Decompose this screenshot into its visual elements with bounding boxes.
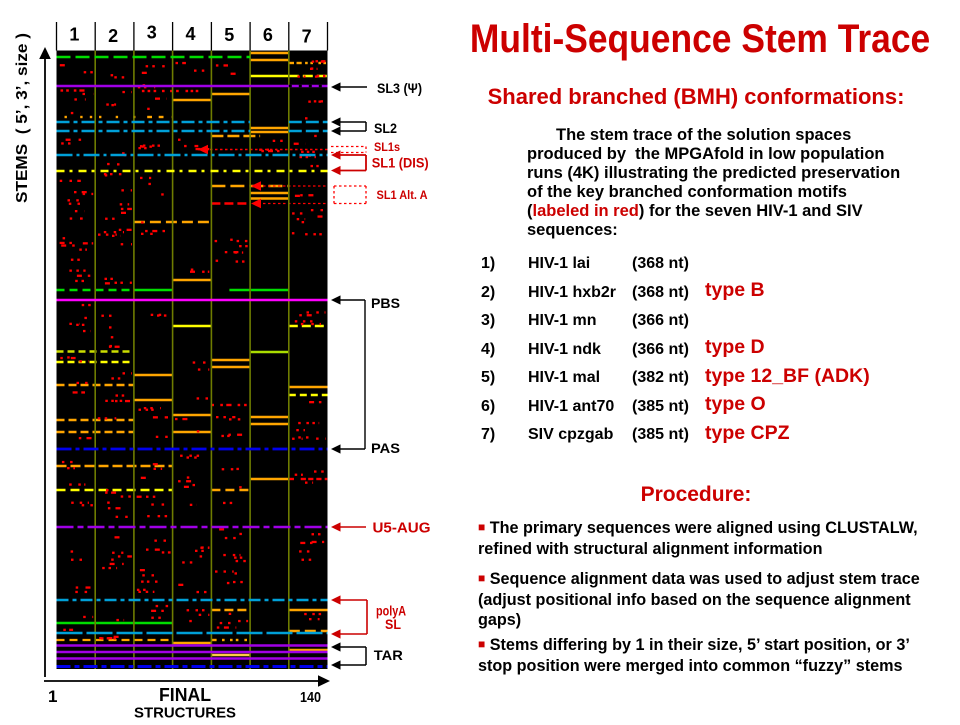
svg-text:2: 2 bbox=[108, 26, 118, 46]
svg-text:STEMS ( 5’, 3’, size ): STEMS ( 5’, 3’, size ) bbox=[14, 33, 31, 203]
svg-text:TAR: TAR bbox=[374, 647, 403, 663]
svg-text:STRUCTURES: STRUCTURES bbox=[134, 705, 236, 721]
svg-text:140: 140 bbox=[300, 689, 321, 706]
svg-text:PAS: PAS bbox=[371, 440, 400, 456]
svg-text:SL: SL bbox=[385, 617, 401, 632]
svg-text:FINAL: FINAL bbox=[159, 685, 211, 705]
svg-text:PBS: PBS bbox=[371, 295, 400, 311]
svg-text:1: 1 bbox=[69, 24, 79, 44]
svg-text:SL1 Alt. A: SL1 Alt. A bbox=[377, 188, 428, 202]
svg-text:SL1s: SL1s bbox=[374, 142, 400, 154]
svg-text:U5-AUG: U5-AUG bbox=[373, 521, 431, 537]
svg-text:1: 1 bbox=[48, 687, 57, 706]
svg-text:SL2: SL2 bbox=[374, 120, 397, 136]
svg-text:6: 6 bbox=[263, 25, 273, 45]
svg-text:5: 5 bbox=[224, 25, 234, 45]
svg-text:3: 3 bbox=[147, 23, 157, 43]
svg-text:SL3 (Ψ): SL3 (Ψ) bbox=[377, 80, 422, 96]
svg-text:7: 7 bbox=[302, 27, 312, 47]
svg-text:4: 4 bbox=[185, 24, 195, 44]
svg-text:SL1 (DIS): SL1 (DIS) bbox=[372, 156, 429, 171]
